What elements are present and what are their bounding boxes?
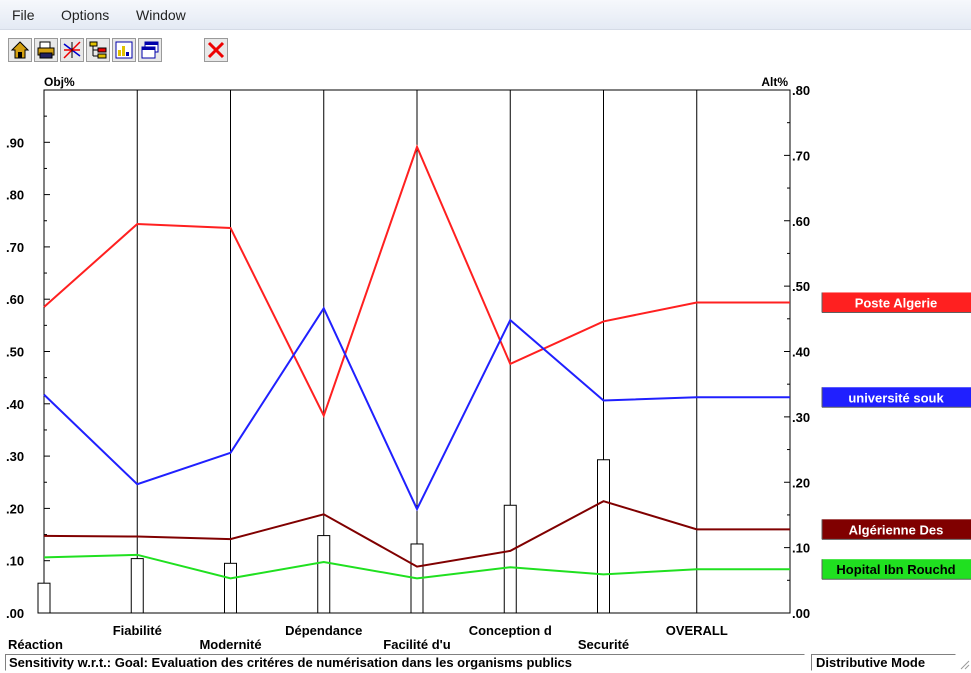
right-tick-label: .50 bbox=[792, 279, 810, 294]
left-tick-label: .20 bbox=[6, 501, 24, 516]
right-tick-label: .70 bbox=[792, 148, 810, 163]
category-label: Securité bbox=[578, 637, 629, 652]
legend-swatch[interactable] bbox=[822, 559, 971, 580]
weight-bar[interactable] bbox=[224, 562, 237, 614]
legend-swatch[interactable] bbox=[822, 387, 971, 408]
series-line bbox=[43, 306, 790, 512]
close-button[interactable] bbox=[204, 38, 228, 62]
left-axis-label: Obj% bbox=[44, 75, 75, 89]
legend-label: Hopital Ibn Rouchd bbox=[836, 562, 955, 577]
status-text: Sensitivity w.r.t.: Goal: Evaluation des… bbox=[5, 654, 805, 671]
category-label: Conception d bbox=[469, 623, 552, 638]
right-tick-label: .30 bbox=[792, 410, 810, 425]
category-label: Dépendance bbox=[285, 623, 362, 638]
menu-file[interactable]: File bbox=[12, 7, 35, 23]
windows-button[interactable] bbox=[138, 38, 162, 62]
category-label: Facilité d'u bbox=[383, 637, 450, 652]
menu-window[interactable]: Window bbox=[136, 7, 186, 23]
left-tick-label: .00 bbox=[6, 606, 24, 621]
status-mode: Distributive Mode bbox=[811, 654, 956, 671]
right-tick-label: .20 bbox=[792, 475, 810, 490]
series-line bbox=[43, 500, 790, 568]
weight-bar[interactable] bbox=[597, 459, 610, 614]
legend-swatch[interactable] bbox=[822, 292, 971, 313]
home-button[interactable] bbox=[8, 38, 32, 62]
category-label: OVERALL bbox=[666, 623, 728, 638]
left-tick-label: .50 bbox=[6, 345, 24, 360]
left-tick-label: .70 bbox=[6, 240, 24, 255]
legend-label: Poste Algerie bbox=[855, 295, 938, 310]
toolbar bbox=[0, 30, 971, 68]
right-tick-label: .10 bbox=[792, 541, 810, 556]
left-tick-label: .10 bbox=[6, 554, 24, 569]
weight-bar[interactable] bbox=[503, 504, 517, 614]
home-icon bbox=[10, 41, 30, 59]
graph-icon bbox=[115, 41, 133, 59]
right-tick-label: .60 bbox=[792, 214, 810, 229]
sensitivity-icon bbox=[63, 41, 81, 59]
category-label: Fiabilité bbox=[113, 623, 162, 638]
series-line bbox=[43, 553, 790, 580]
printer-icon bbox=[37, 41, 55, 59]
legend-label: université souk bbox=[848, 390, 944, 405]
left-tick-label: .40 bbox=[6, 397, 24, 412]
status-bar: Sensitivity w.r.t.: Goal: Evaluation des… bbox=[0, 652, 971, 673]
left-tick-label: .30 bbox=[6, 449, 24, 464]
left-tick-label: .60 bbox=[6, 292, 24, 307]
right-axis-label: Alt% bbox=[761, 75, 788, 89]
left-tick-label: .80 bbox=[6, 188, 24, 203]
resize-grip-icon[interactable] bbox=[958, 658, 970, 670]
series-line bbox=[43, 144, 790, 419]
menu-bar: File Options Window bbox=[0, 0, 971, 30]
close-icon bbox=[207, 41, 225, 59]
weight-bar[interactable] bbox=[37, 582, 51, 614]
weight-bar[interactable] bbox=[130, 558, 144, 614]
right-tick-label: .40 bbox=[792, 345, 810, 360]
menu-options[interactable]: Options bbox=[61, 7, 110, 23]
windows-icon bbox=[141, 41, 159, 59]
category-label: Modernité bbox=[199, 637, 261, 652]
right-tick-label: .80 bbox=[792, 83, 810, 98]
tree-button[interactable] bbox=[86, 38, 110, 62]
sensitivity-button[interactable] bbox=[60, 38, 84, 62]
graph-button[interactable] bbox=[112, 38, 136, 62]
print-button[interactable] bbox=[34, 38, 58, 62]
legend-swatch[interactable] bbox=[822, 519, 971, 540]
right-tick-label: .00 bbox=[792, 606, 810, 621]
sensitivity-chart: Obj% Alt% .00 .10 .20 .30 .40 .50 .60 .70 .80 .90… bbox=[6, 75, 971, 652]
tree-icon bbox=[89, 41, 107, 59]
legend-label: Algérienne Des bbox=[849, 522, 944, 537]
weight-bar[interactable] bbox=[317, 535, 331, 614]
category-label: Réaction bbox=[8, 637, 63, 652]
left-tick-label: .90 bbox=[6, 135, 24, 150]
